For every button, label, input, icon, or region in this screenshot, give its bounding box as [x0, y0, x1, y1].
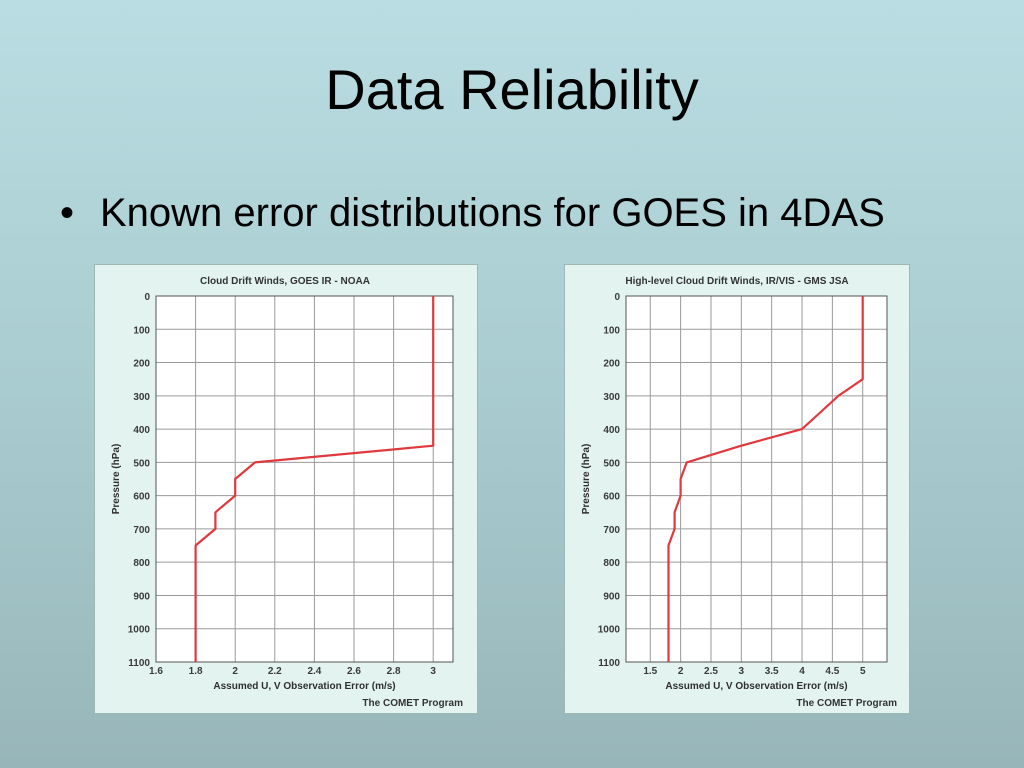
x-axis-label: Assumed U, V Observation Error (m/s)	[665, 681, 847, 692]
x-tick-label: 3.5	[765, 666, 779, 677]
x-tick-label: 4.5	[825, 666, 839, 677]
series-line	[194, 296, 435, 662]
y-tick-label: 500	[603, 458, 620, 469]
y-tick-label: 1000	[128, 625, 151, 636]
y-tick-label: 1100	[128, 658, 150, 669]
series-line	[667, 296, 864, 662]
y-tick-label: 0	[614, 292, 620, 303]
plot-area	[156, 296, 453, 662]
y-tick-label: 100	[133, 325, 150, 336]
x-tick-label: 3	[739, 666, 745, 677]
y-tick-label: 1100	[598, 658, 620, 669]
y-tick-label: 500	[133, 458, 150, 469]
y-tick-label: 0	[144, 292, 150, 303]
y-tick-label: 900	[603, 591, 620, 602]
y-tick-label: 100	[603, 325, 620, 336]
x-tick-label: 2.8	[387, 666, 401, 677]
y-tick-label: 700	[603, 525, 620, 536]
slide-title: Data Reliability	[325, 58, 699, 121]
y-tick-label: 1000	[598, 625, 621, 636]
bullet-text: Known error distributions for GOES in 4D…	[100, 191, 885, 235]
y-tick-label: 200	[133, 359, 150, 370]
x-axis-label: Assumed U, V Observation Error (m/s)	[213, 681, 395, 692]
y-tick-label: 600	[603, 492, 620, 503]
x-tick-label: 3	[430, 666, 436, 677]
bullet-item: • Known error distributions for GOES in 4…	[60, 193, 885, 233]
y-tick-label: 900	[133, 591, 150, 602]
x-tick-label: 1.6	[149, 666, 163, 677]
y-tick-label: 700	[133, 525, 150, 536]
y-tick-label: 800	[133, 558, 150, 569]
plot-area	[626, 296, 887, 662]
chart-title: High-level Cloud Drift Winds, IR/VIS - G…	[625, 276, 848, 287]
y-axis-label: Pressure (hPa)	[111, 444, 122, 515]
chart-panel-goes-noaa: 0 100 200 300 400 500 600 700 800 900 1000 1100 1.6 1…	[94, 264, 478, 714]
x-tick-label: 1.8	[189, 666, 203, 677]
chart-gms-jsa: 0 100 200 300 400 500 600 700 800 900 1000 1100 1.5 2…	[581, 276, 897, 709]
x-tick-label: 2.2	[268, 666, 282, 677]
y-tick-label: 400	[603, 425, 620, 436]
x-tick-label: 2.5	[704, 666, 718, 677]
y-tick-label: 800	[603, 558, 620, 569]
y-tick-label: 300	[133, 392, 150, 403]
x-tick-label: 2	[232, 666, 238, 677]
credit-label: The COMET Program	[796, 698, 897, 709]
y-tick-label: 300	[603, 392, 620, 403]
y-tick-label: 600	[133, 492, 150, 503]
x-tick-label: 1.5	[643, 666, 657, 677]
x-tick-label: 5	[860, 666, 866, 677]
x-tick-label: 2.6	[347, 666, 361, 677]
credit-label: The COMET Program	[362, 698, 463, 709]
x-tick-label: 2	[678, 666, 684, 677]
y-tick-label: 200	[603, 359, 620, 370]
chart-panel-gms-jsa: 0 100 200 300 400 500 600 700 800 900 1000 1100 1.5 2…	[564, 264, 910, 714]
y-tick-label: 400	[133, 425, 150, 436]
bullet-dot: •	[60, 191, 75, 235]
x-tick-label: 4	[799, 666, 805, 677]
gridlines	[155, 295, 453, 663]
y-axis-label: Pressure (hPa)	[581, 444, 592, 515]
plot-border	[625, 295, 888, 663]
plot-border	[155, 295, 454, 663]
chart-title: Cloud Drift Winds, GOES IR - NOAA	[200, 276, 370, 287]
x-tick-label: 2.4	[307, 666, 321, 677]
